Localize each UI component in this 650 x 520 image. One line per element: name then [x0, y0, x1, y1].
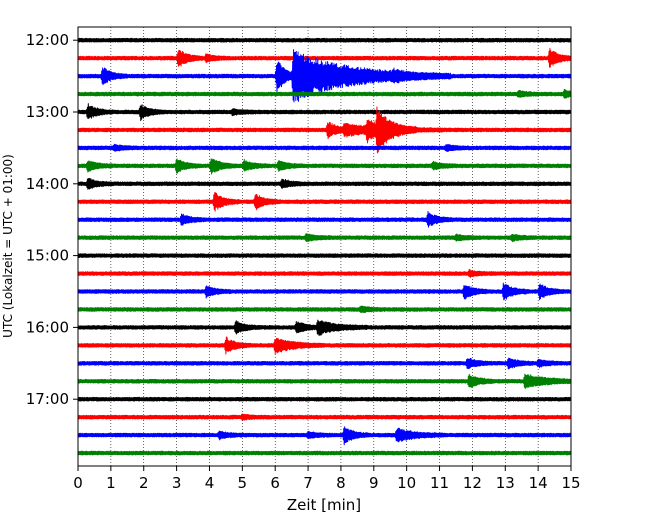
trace-1515	[77, 268, 572, 278]
y-tick-label: 13:00	[26, 103, 69, 121]
trace-1430	[77, 210, 572, 228]
x-tick-label: 11	[430, 474, 449, 492]
x-axis-label: Zeit [min]	[287, 496, 361, 514]
y-axis-label: UTC (Lokalzeit = UTC + 01:00)	[1, 154, 15, 338]
trace-1400	[77, 177, 572, 190]
x-axis-ticks: 0 1 2 3 4 5 6 7 8 9 10 11 12 13 14 15	[73, 466, 581, 492]
x-tick-label: 2	[139, 474, 149, 492]
trace-1445	[77, 233, 572, 243]
trace-1330	[77, 143, 572, 152]
trace-1545	[77, 305, 572, 314]
trace-1345	[77, 158, 572, 175]
y-tick-label: 17:00	[26, 390, 69, 408]
trace-1600	[77, 319, 572, 337]
trace-1245	[77, 88, 572, 99]
trace-1300	[77, 103, 572, 122]
trace-1645	[77, 373, 572, 390]
x-tick-label: 13	[496, 474, 515, 492]
x-tick-label: 8	[336, 474, 346, 492]
trace-1745	[77, 450, 572, 456]
trace-1230	[77, 49, 572, 103]
trace-1615	[77, 336, 572, 355]
x-tick-label: 7	[303, 474, 313, 492]
trace-1530	[77, 282, 572, 301]
trace-1630	[77, 357, 572, 370]
x-tick-label: 10	[397, 474, 416, 492]
x-tick-label: 12	[463, 474, 482, 492]
x-tick-label: 15	[561, 474, 580, 492]
y-tick-label: 16:00	[26, 318, 69, 336]
x-tick-label: 5	[238, 474, 248, 492]
plot-frame	[77, 26, 572, 467]
x-tick-label: 6	[270, 474, 280, 492]
y-tick-label: 15:00	[26, 247, 69, 265]
x-tick-label: 0	[73, 474, 83, 492]
y-tick-label: 14:00	[26, 175, 69, 193]
seismogram-traces	[77, 37, 572, 456]
trace-1715	[77, 413, 572, 421]
minute-grid	[110, 27, 539, 466]
trace-1415	[77, 192, 572, 212]
y-axis-ticks: 12:00 13:00 14:00 15:00 16:00 17:00	[26, 31, 78, 408]
trace-1200	[77, 37, 572, 43]
x-tick-label: 3	[172, 474, 182, 492]
trace-1215	[77, 47, 572, 68]
y-tick-label: 12:00	[26, 31, 69, 49]
trace-1730	[77, 426, 572, 446]
x-tick-label: 1	[106, 474, 116, 492]
trace-1700	[77, 396, 572, 402]
x-tick-label: 4	[205, 474, 215, 492]
x-tick-label: 9	[369, 474, 379, 492]
x-tick-label: 14	[529, 474, 548, 492]
trace-1500	[77, 253, 572, 258]
trace-1315	[77, 106, 572, 154]
